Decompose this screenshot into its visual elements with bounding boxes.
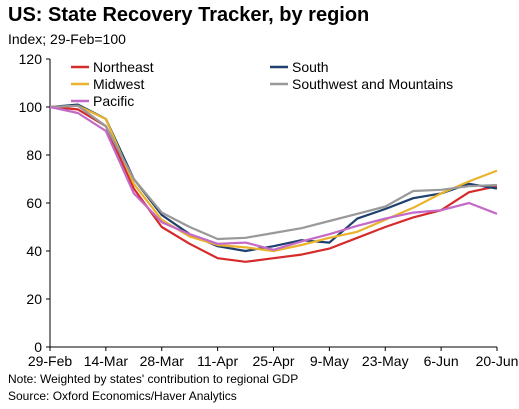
legend-label-pacific: Pacific — [93, 93, 134, 109]
y-tick-label: 120 — [19, 51, 43, 67]
chart-source: Source: Oxford Economics/Haver Analytics — [8, 389, 237, 403]
y-tick-label: 20 — [26, 291, 42, 307]
chart-subtitle: Index; 29-Feb=100 — [8, 31, 126, 47]
y-tick-label: 100 — [19, 99, 43, 115]
series-line-southwest-and-mountains — [49, 104, 498, 241]
y-tick-label: 40 — [26, 243, 42, 259]
series-line-pacific — [49, 105, 498, 251]
series-line-south — [49, 103, 498, 253]
chart-series — [49, 103, 498, 263]
y-tick-label: 60 — [26, 195, 42, 211]
x-tick-label: 11-Apr — [197, 353, 238, 369]
x-tick-label: 29-Feb — [28, 353, 73, 369]
x-tick-label: 25-Apr — [252, 353, 294, 369]
page-title: US: State Recovery Tracker, by region — [8, 4, 370, 26]
chart-legend: Northeast South Midwest Southwest and Mount… — [71, 59, 453, 109]
chart-note: Note: Weighted by states' contribution t… — [8, 372, 299, 386]
y-tick-label: 80 — [26, 147, 42, 163]
x-tick-label: 14-Mar — [84, 353, 129, 369]
series-line-northeast — [49, 105, 498, 263]
legend-label-south: South — [292, 59, 329, 75]
x-tick-label: 6-Jun — [424, 353, 459, 369]
x-tick-label: 20-Jun — [476, 353, 519, 369]
x-tick-label: 23-May — [362, 353, 409, 369]
legend-label-northeast: Northeast — [93, 59, 154, 75]
chart-axes: 0 20 40 60 80 100 120 29-Feb 14-Mar 28-Mar 11-Apr 2… — [19, 51, 519, 369]
series-line-midwest — [49, 104, 498, 253]
legend-label-southwest-and-mountains: Southwest and Mountains — [292, 76, 453, 92]
x-tick-label: 9-May — [310, 353, 349, 369]
x-tick-label: 28-Mar — [140, 353, 185, 369]
y-tick-label: 0 — [34, 339, 42, 355]
legend-label-midwest: Midwest — [93, 76, 144, 92]
